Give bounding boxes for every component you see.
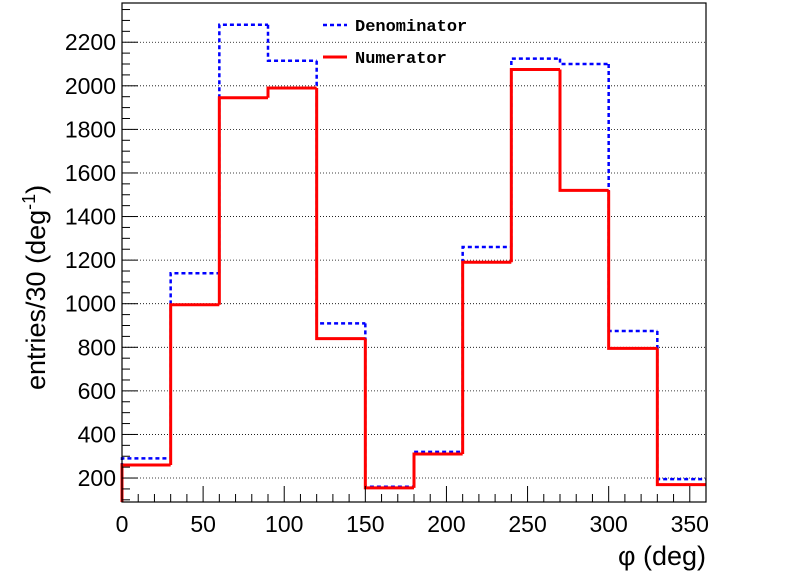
histogram-bin-numerator-2 [217, 96, 268, 305]
histogram-bin-denominator-9 [558, 58, 609, 66]
x-tick-label-300: 300 [589, 511, 627, 537]
tick-labels: 2004006008001000120014001600180020002200… [65, 29, 709, 537]
y-tick-label-2200: 2200 [65, 29, 116, 55]
x-tick-label-250: 250 [508, 511, 546, 537]
histogram-bin-denominator-2 [218, 23, 268, 274]
histogram-bin-numerator-10 [607, 190, 658, 350]
histogram-bin-denominator-7 [461, 245, 512, 452]
x-tick-label-350: 350 [671, 511, 709, 537]
y-tick-label-1600: 1600 [65, 160, 116, 186]
legend-label-numerator: Numerator [355, 50, 447, 69]
y-tick-label-1200: 1200 [65, 247, 116, 273]
y-tick-label-600: 600 [78, 378, 116, 404]
series-denominator [120, 23, 706, 502]
x-tick-label-50: 50 [190, 511, 216, 537]
series-numerator [120, 67, 706, 502]
histogram-bin-denominator-1 [169, 271, 220, 459]
y-tick-label-400: 400 [78, 421, 116, 447]
y-axis-title-close: ) [21, 185, 51, 194]
histogram-bin-numerator-3 [266, 86, 317, 98]
histogram-bin-denominator-8 [510, 57, 560, 248]
histogram-bin-numerator-5 [363, 338, 414, 490]
legend-label-denominator: Denominator [355, 18, 467, 37]
histogram-bin-numerator-6 [412, 452, 463, 488]
y-tick-label-1000: 1000 [65, 291, 116, 317]
histogram-bin-numerator-1 [169, 303, 220, 465]
histogram-bin-numerator-8 [509, 67, 560, 263]
y-axis-title: entries/30 (deg-1) [19, 185, 51, 390]
histogram-bin-denominator-11 [656, 330, 706, 481]
y-tick-label-2000: 2000 [65, 73, 116, 99]
histogram-bin-denominator-4 [315, 60, 366, 325]
x-tick-label-100: 100 [265, 511, 303, 537]
histogram-bin-denominator-10 [607, 64, 658, 333]
plot-frame [121, 2, 707, 503]
histogram-bin-denominator-6 [412, 450, 463, 487]
y-tick-label-200: 200 [78, 465, 116, 491]
y-tick-label-1400: 1400 [65, 204, 116, 230]
histogram-bin-numerator-9 [558, 69, 609, 192]
histogram-bin-numerator-4 [315, 87, 366, 341]
x-tick-label-0: 0 [116, 511, 129, 537]
series-layer [120, 23, 706, 502]
x-tick-label-200: 200 [427, 511, 465, 537]
y-tick-label-800: 800 [78, 334, 116, 360]
x-tick-label-150: 150 [346, 511, 384, 537]
y-axis-title-superscript: -1 [19, 194, 39, 210]
x-axis-title: φ (deg) [618, 541, 706, 571]
y-axis-title-main: entries/30 (deg [21, 210, 51, 390]
histogram-bin-denominator-5 [364, 323, 414, 488]
histogram-bin-numerator-11 [655, 348, 706, 487]
histogram-bin-denominator-3 [266, 24, 317, 62]
histogram-bin-numerator-7 [461, 260, 512, 455]
legend: Denominator Numerator [323, 18, 467, 69]
y-tick-label-1800: 1800 [65, 116, 116, 142]
axis-ticks [121, 9, 707, 502]
histogram-bin-numerator-0 [120, 463, 171, 502]
grid-lines [122, 41, 706, 479]
